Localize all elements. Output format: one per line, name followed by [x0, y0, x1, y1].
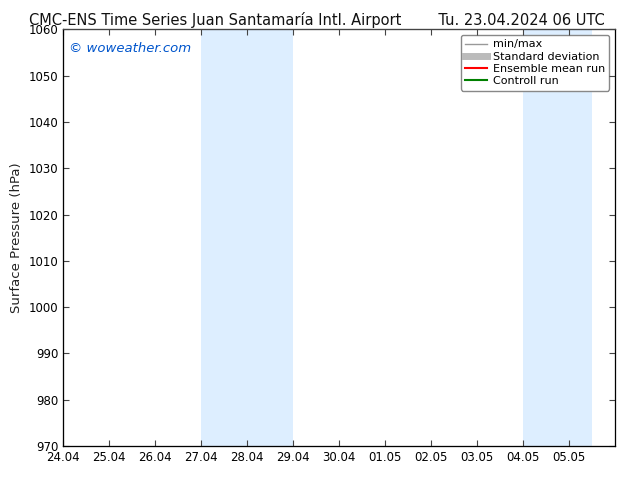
Y-axis label: Surface Pressure (hPa): Surface Pressure (hPa): [10, 162, 23, 313]
Text: © woweather.com: © woweather.com: [69, 42, 191, 55]
Bar: [523, 29, 592, 446]
Bar: [202, 29, 293, 446]
Legend: min/max, Standard deviation, Ensemble mean run, Controll run: min/max, Standard deviation, Ensemble me…: [460, 35, 609, 91]
Text: CMC-ENS Time Series Juan Santamaría Intl. Airport        Tu. 23.04.2024 06 UTC: CMC-ENS Time Series Juan Santamaría Intl…: [29, 12, 605, 28]
